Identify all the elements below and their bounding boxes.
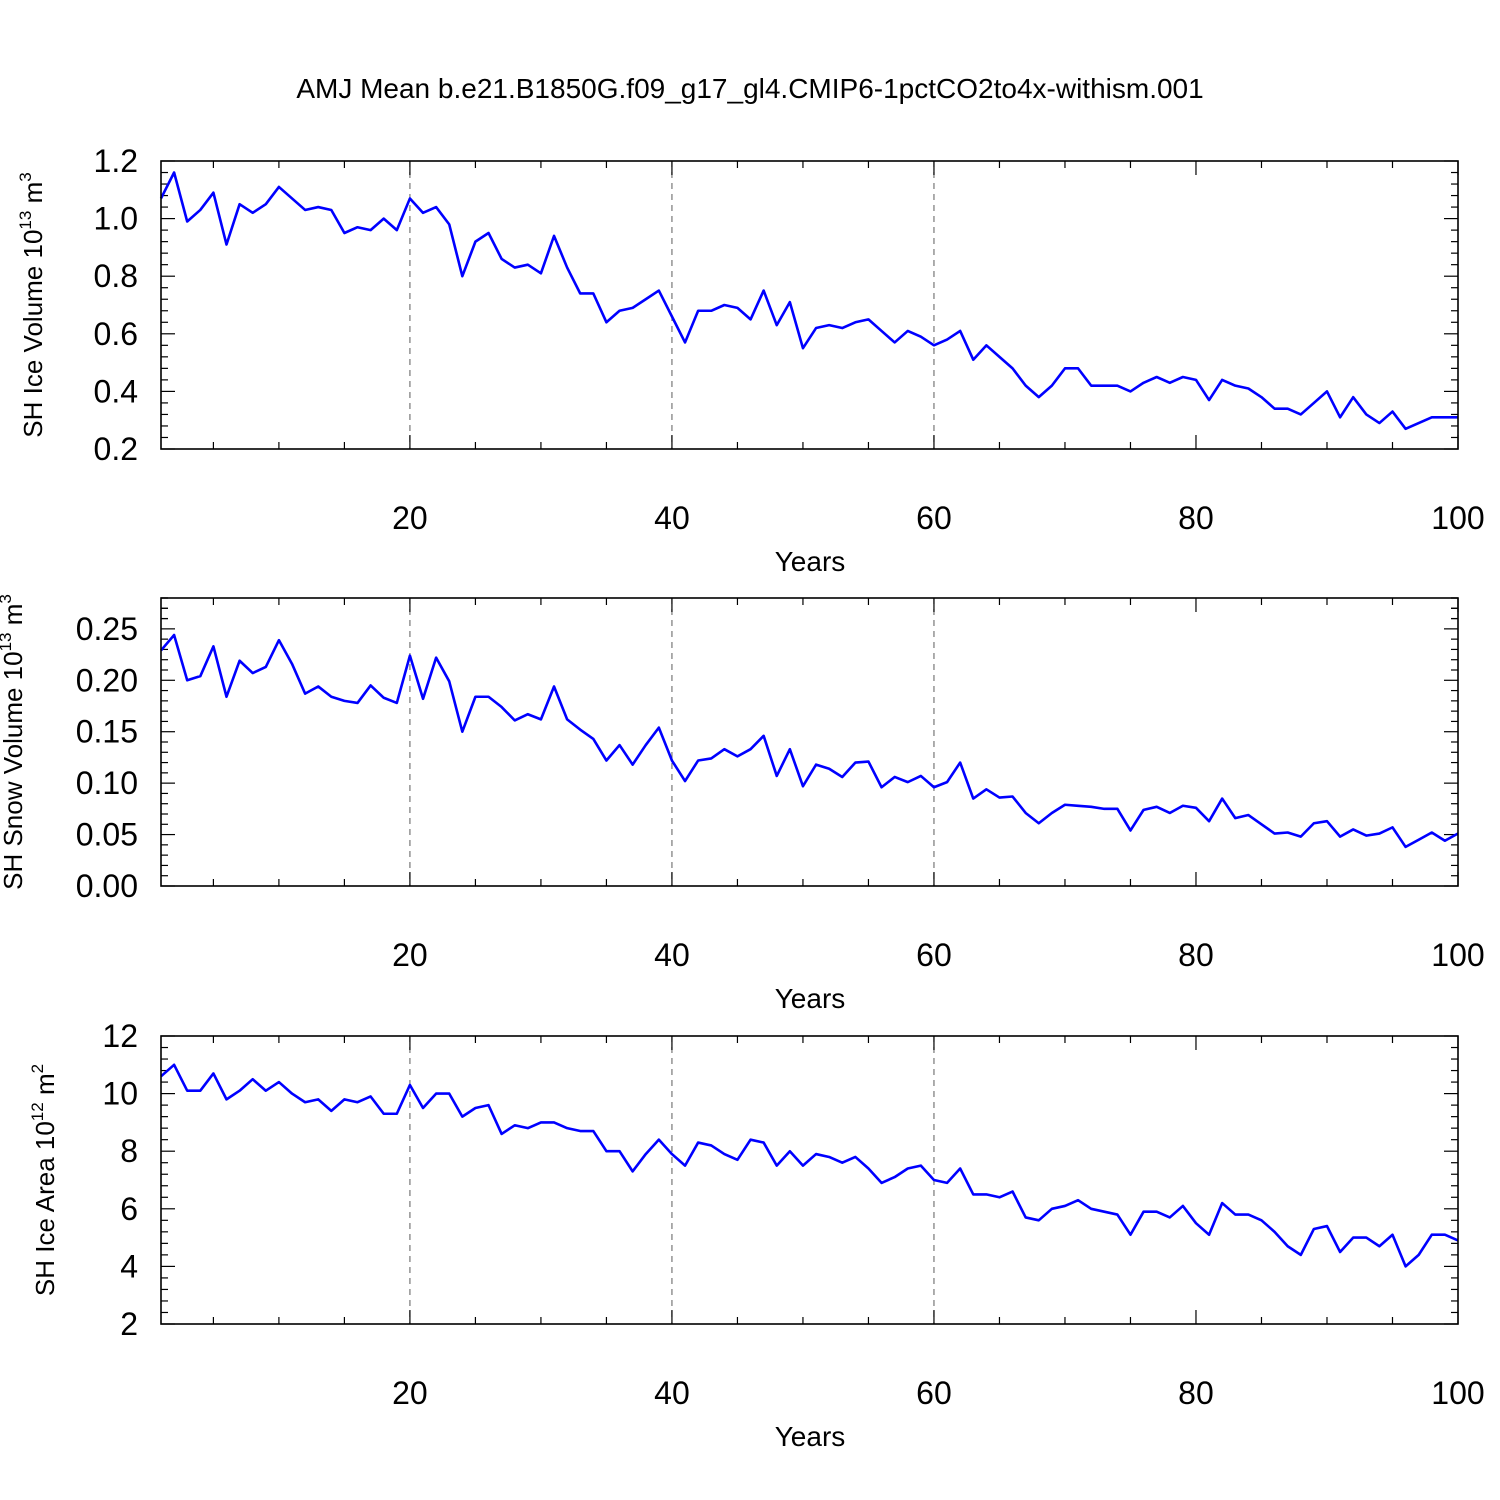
y-tick-label: 0.15 [76, 714, 138, 750]
y-tick-label: 6 [120, 1191, 138, 1227]
panel-ice-area: 2 4 6 8 10 12 20 40 60 80 100 Years SH Ice Area 1012… [28, 1018, 1485, 1452]
x-tick-label: 100 [1431, 500, 1484, 536]
plot-frame [160, 160, 1459, 450]
plot-frame [160, 1035, 1459, 1325]
y-tick-label: 0.25 [76, 611, 138, 647]
figure-title: AMJ Mean b.e21.B1850G.f09_g17_gl4.CMIP6-… [296, 73, 1203, 104]
x-tick-label: 80 [1178, 1375, 1214, 1411]
x-tick-label: 40 [654, 937, 690, 973]
y-tick-label: 0.8 [94, 258, 138, 294]
x-tick-label: 20 [392, 500, 428, 536]
y-tick-label: 0.05 [76, 817, 138, 853]
y-tick-label: 1.2 [94, 143, 138, 179]
x-tick-label: 100 [1431, 1375, 1484, 1411]
x-tick-label: 60 [916, 937, 952, 973]
series-line-ice-volume [159, 171, 1458, 431]
x-tick-label: 80 [1178, 937, 1214, 973]
x-tick-label: 100 [1431, 937, 1484, 973]
y-tick-label: 1.0 [94, 201, 138, 237]
x-tick-label: 40 [654, 1375, 690, 1411]
x-axis-title: Years [775, 546, 846, 577]
y-tick-label: 0.10 [76, 765, 138, 801]
y-tick-label: 4 [120, 1248, 138, 1284]
y-tick-label: 0.6 [94, 316, 138, 352]
x-tick-label: 40 [654, 500, 690, 536]
series-line-snow-volume [160, 633, 1459, 849]
y-tick-label: 10 [102, 1076, 138, 1112]
y-axis-title: SH Ice Area 1012 m2 [28, 1064, 60, 1296]
x-tick-label: 20 [392, 1375, 428, 1411]
y-axis-title: SH Ice Volume 1013 m3 [16, 172, 48, 437]
panel-snow-volume: 0.00 0.05 0.10 0.15 0.20 0.25 20 40 60 80 100 Years… [0, 594, 1485, 1014]
x-tick-label: 80 [1178, 500, 1214, 536]
y-tick-label: 0.00 [76, 868, 138, 904]
x-axis-title: Years [775, 1421, 846, 1452]
y-tick-label: 2 [120, 1306, 138, 1342]
x-tick-label: 20 [392, 937, 428, 973]
y-tick-label: 0.2 [94, 431, 138, 467]
y-tick-label: 8 [120, 1133, 138, 1169]
x-tick-label: 60 [916, 500, 952, 536]
y-axis-title: SH Snow Volume 1013 m3 [0, 594, 28, 890]
panel-ice-volume: 0.2 0.4 0.6 0.8 1.0 1.2 20 40 60 80 100 Years SH Ice… [16, 143, 1485, 577]
plot-frame [160, 597, 1459, 887]
y-tick-label: 12 [102, 1018, 138, 1054]
y-tick-label: 0.4 [94, 373, 138, 409]
series-line-ice-area [160, 1063, 1459, 1268]
x-tick-label: 60 [916, 1375, 952, 1411]
y-tick-label: 0.20 [76, 662, 138, 698]
x-axis-title: Years [775, 983, 846, 1014]
